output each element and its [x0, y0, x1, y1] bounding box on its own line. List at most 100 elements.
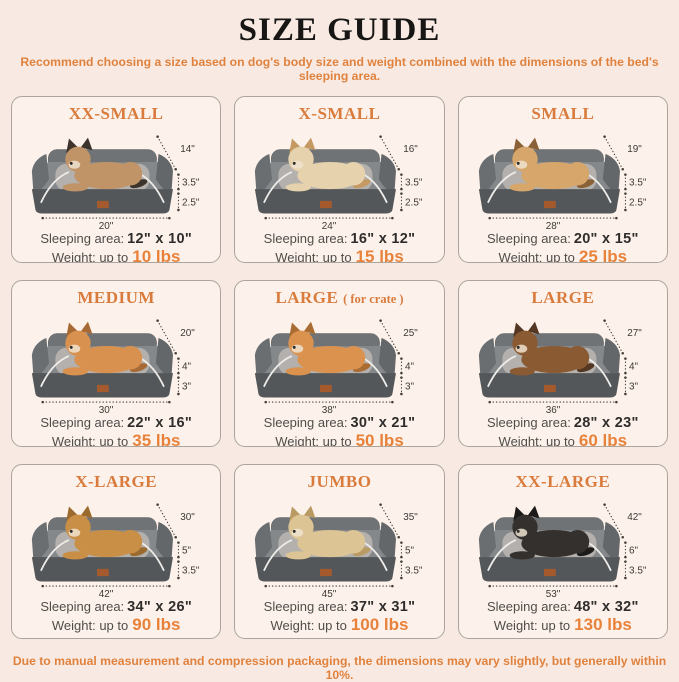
sleeping-area-value: 34" x 26": [127, 598, 192, 615]
size-name: LARGE: [275, 288, 339, 307]
dimension-label-base-height: 3.5": [629, 565, 647, 576]
size-card-title: SMALL: [459, 104, 667, 125]
size-card-title: LARGE: [459, 288, 667, 309]
sleeping-area-label: Sleeping area:: [263, 598, 348, 614]
bed-diagram: 42" 6" 3.5" 53": [459, 492, 667, 599]
weight-label: Weight: up to: [493, 617, 571, 633]
weight-line: Weight: up to 15 lbs: [235, 246, 443, 263]
size-card: LARGE ( for crate ): [234, 280, 445, 447]
dimension-label-bolster-height: 5": [406, 546, 416, 557]
dimension-dots: [41, 135, 180, 220]
sleeping-area-label: Sleeping area:: [40, 598, 125, 614]
dimension-label-width: 53": [546, 589, 561, 599]
dimension-label-width: 36": [546, 405, 561, 415]
size-grid: XX-SMALL: [11, 96, 668, 639]
size-card-title: XX-SMALL: [12, 104, 220, 125]
dimension-label-depth: 35": [404, 512, 419, 523]
dimension-label-depth: 20": [180, 328, 195, 339]
labrador-icon: [286, 505, 371, 560]
brand-tag-icon: [97, 568, 109, 577]
sleeping-area-line: Sleeping area: 12" x 10": [12, 231, 220, 247]
dimension-label-bolster-height: 4": [629, 362, 639, 373]
brand-tag-icon: [97, 384, 109, 393]
border-collie-icon: [509, 321, 595, 376]
sleeping-area-value: 20" x 15": [573, 230, 639, 247]
subtitle: Recommend choosing a size based on dog's…: [20, 55, 659, 83]
dimension-label-bolster-height: 4": [182, 362, 192, 373]
sleeping-area-line: Sleeping area: 34" x 26": [12, 599, 220, 615]
weight-label: Weight: up to: [275, 249, 352, 263]
dimension-lines: [265, 136, 403, 219]
weight-value: 50 lbs: [355, 430, 404, 447]
dimension-label-bolster-height: 5": [182, 546, 192, 557]
weight-value: 35 lbs: [132, 430, 181, 447]
dimension-lines: [42, 136, 180, 219]
dimension-label-base-height: 3.5": [406, 565, 424, 576]
weight-label: Weight: up to: [275, 433, 352, 447]
dimension-lines: [42, 320, 180, 403]
sleeping-area-value: 30" x 21": [350, 414, 416, 431]
weight-label: Weight: up to: [498, 433, 575, 447]
dog-bed-illustration: 20" 4" 3" 30": [32, 319, 195, 415]
dimension-dots: [41, 503, 180, 588]
dimension-label-base-height: 2.5": [406, 197, 424, 208]
weight-label: Weight: up to: [51, 433, 129, 447]
dimension-dots: [488, 503, 627, 588]
brand-tag-icon: [97, 200, 109, 209]
dimension-label-width: 28": [546, 221, 561, 231]
size-card: LARGE: [457, 280, 668, 447]
weight-value: 25 lbs: [578, 246, 628, 263]
dimension-label-width: 24": [322, 221, 337, 231]
dimension-label-base-height: 3.5": [182, 565, 200, 576]
sleeping-area-label: Sleeping area:: [263, 230, 348, 246]
size-name: LARGE: [531, 288, 595, 307]
dimension-dots: [488, 319, 627, 404]
size-name: XX-LARGE: [515, 472, 611, 491]
size-card: SMALL: [457, 96, 668, 263]
size-note: ( for crate ): [343, 292, 404, 306]
brand-tag-icon: [543, 568, 556, 577]
dimension-label-bolster-height: 3.5": [182, 178, 200, 189]
dimension-label-bolster-height: 3.5": [629, 178, 647, 189]
dog-bed-illustration: 19" 3.5" 2.5" 28": [478, 135, 647, 231]
dimension-dots: [264, 503, 404, 588]
brand-tag-icon: [543, 200, 556, 209]
dimension-dots: [264, 135, 404, 220]
dimension-lines: [265, 320, 403, 403]
weight-value: 15 lbs: [355, 246, 404, 263]
weight-label: Weight: up to: [498, 249, 575, 263]
dimension-label-base-height: 2.5": [182, 197, 200, 208]
sleeping-area-label: Sleeping area:: [486, 230, 571, 246]
dog-bed-illustration: 25" 4" 3" 38": [255, 319, 419, 415]
dimension-label-width: 45": [322, 589, 337, 599]
corgi-icon: [62, 321, 148, 376]
dog-bed-illustration: 35" 5" 3.5" 45": [255, 503, 424, 599]
sleeping-area-line: Sleeping area: 16" x 12": [235, 231, 443, 247]
sleeping-area-label: Sleeping area:: [40, 230, 125, 246]
french-bulldog-icon: [509, 137, 595, 192]
brand-tag-icon: [543, 384, 556, 393]
dimension-label-depth: 14": [180, 144, 195, 155]
size-name: MEDIUM: [77, 288, 155, 307]
size-card: XX-LARGE: [457, 464, 668, 639]
weight-value: 90 lbs: [132, 614, 181, 634]
bed-diagram: 27" 4" 3" 36": [459, 308, 667, 415]
sleeping-area-value: 48" x 32": [573, 598, 639, 615]
sleeping-area-line: Sleeping area: 22" x 16": [12, 415, 220, 431]
weight-value: 130 lbs: [574, 614, 632, 634]
sleeping-area-label: Sleeping area:: [486, 414, 571, 430]
sleeping-area-value: 12" x 10": [127, 230, 192, 247]
dog-bed-illustration: 27" 4" 3" 36": [478, 319, 642, 415]
sleeping-area-value: 22" x 16": [127, 414, 192, 431]
dimension-label-bolster-height: 3.5": [406, 178, 424, 189]
dimension-label-depth: 42": [627, 512, 642, 523]
size-name: JUMBO: [307, 472, 372, 491]
dimension-lines: [265, 504, 403, 587]
dimension-label-bolster-height: 6": [629, 546, 639, 557]
page-title: SIZE GUIDE: [238, 12, 441, 48]
size-name: SMALL: [531, 104, 595, 123]
weight-value: 100 lbs: [350, 614, 409, 634]
size-card: X-SMALL: [234, 96, 445, 263]
size-card-title: X-SMALL: [235, 104, 443, 125]
